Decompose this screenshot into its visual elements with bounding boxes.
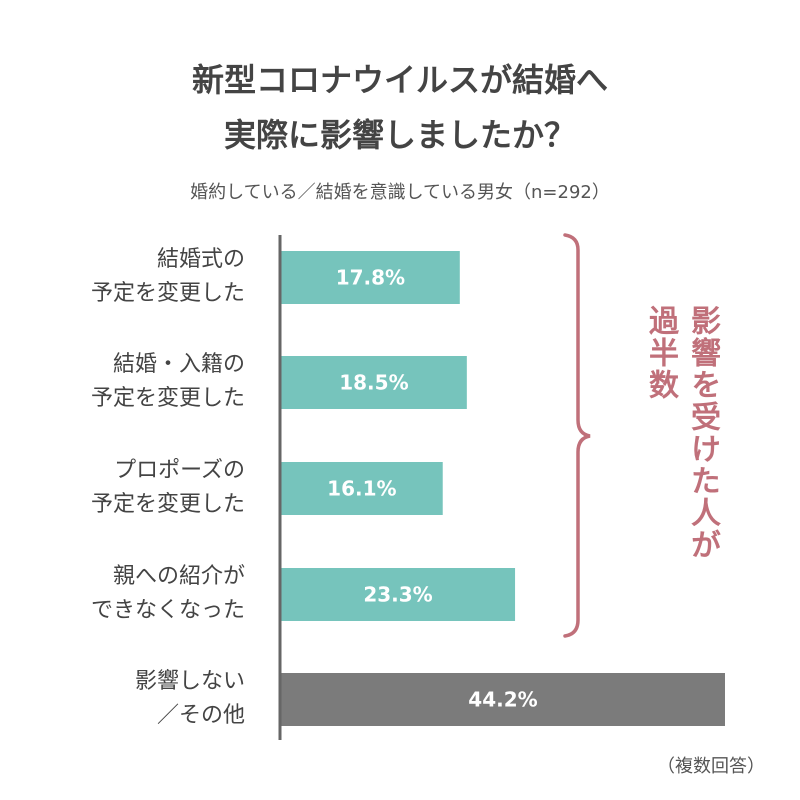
category-label-line: 結婚・入籍の [112,352,245,377]
bar-value-label-2: 16.1% [327,477,396,501]
annotation-line-1: 影響を受けた人が [685,305,720,561]
bar-2 [281,462,443,515]
category-label-0: 結婚式の予定を変更した [91,243,245,311]
category-label-line: 予定を変更した [90,386,245,411]
chart-title-line-2: 実際に影響しましたか？ [223,116,576,154]
bar-value-label-0: 17.8% [336,266,405,290]
category-label-line: できなくなった [90,598,245,623]
footnote: （複数回答） [657,756,765,777]
category-label-2: プロポーズの予定を変更した [91,454,245,522]
category-label-4: 影響しない ／その他 [135,665,245,733]
category-label-line: 結婚式の [156,247,245,272]
chart-title-line-1: 新型コロナウイルスが結婚へ [191,61,608,99]
category-label-line: ／その他 [156,703,245,728]
bar-3 [281,568,516,621]
chart-subtitle: 婚約している／結婚を意識している男女（n=292） [190,182,610,203]
category-label-line: 予定を変更した [90,492,245,517]
category-label-line: 影響しない [134,669,245,694]
curly-brace [563,233,591,638]
bar-1 [281,356,467,409]
bar-4 [281,673,725,726]
annotation-line-2: 過半数 [643,305,678,401]
category-label-1: 結婚・入籍の予定を変更した [91,348,245,416]
bar-0 [281,251,460,304]
category-label-line: プロポーズの [114,458,245,483]
bar-value-label-1: 18.5% [339,371,408,395]
category-label-line: 親への紹介が [112,564,245,589]
bar-value-label-4: 44.2% [468,688,537,712]
category-label-3: 親への紹介ができなくなった [91,560,245,628]
category-label-line: 予定を変更した [90,281,245,306]
bar-value-label-3: 23.3% [363,583,432,607]
